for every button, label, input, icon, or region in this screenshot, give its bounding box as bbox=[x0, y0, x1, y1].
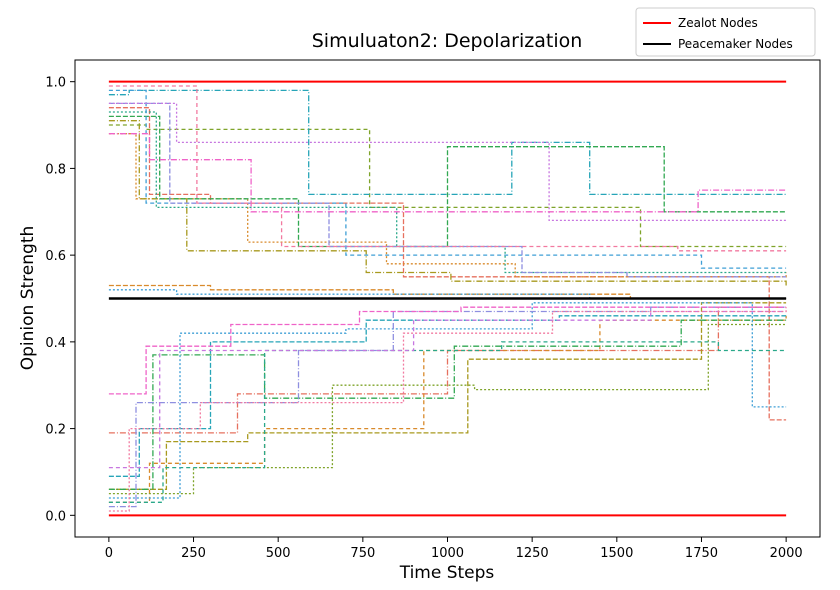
opinion-series-line bbox=[108, 89, 787, 196]
opinion-series-line bbox=[108, 306, 787, 508]
x-axis-ticks: 0 250 500 750 1000 1250 1500 1750 2000 bbox=[105, 537, 803, 561]
opinion-series-line bbox=[108, 315, 787, 477]
opinion-series-line bbox=[108, 133, 787, 278]
x-tick-label: 0 bbox=[105, 546, 113, 561]
legend-zealot-label: Zealot Nodes bbox=[678, 16, 758, 30]
opinion-series-line bbox=[108, 115, 787, 248]
opinion-series-line bbox=[108, 302, 787, 499]
opinion-series-line bbox=[108, 323, 787, 495]
opinion-series-line bbox=[108, 341, 787, 503]
opinion-series-line bbox=[108, 306, 787, 395]
legend: Zealot Nodes Peacemaker Nodes bbox=[635, 7, 816, 57]
x-tick-label: 1750 bbox=[685, 546, 718, 561]
y-tick-label: 0.0 bbox=[45, 509, 66, 524]
opinion-series-line bbox=[108, 133, 787, 213]
plot-area bbox=[74, 59, 821, 538]
x-axis-label: Time Steps bbox=[399, 563, 495, 583]
x-tick-label: 1250 bbox=[516, 546, 549, 561]
series-layer bbox=[108, 85, 787, 512]
opinion-series-line bbox=[108, 120, 787, 286]
y-tick-label: 0.2 bbox=[45, 423, 66, 438]
opinion-series-line bbox=[108, 107, 787, 421]
opinion-series-line bbox=[108, 306, 787, 434]
x-tick-label: 1500 bbox=[600, 546, 633, 561]
opinion-series-line bbox=[108, 315, 787, 503]
reference-layer bbox=[108, 80, 787, 517]
opinion-series-line bbox=[108, 302, 787, 490]
chart-title: Simuluaton2: Depolarization bbox=[312, 30, 583, 52]
legend-box bbox=[635, 7, 816, 57]
opinion-series-line bbox=[108, 319, 787, 490]
x-tick-label: 500 bbox=[266, 546, 291, 561]
y-tick-label: 1.0 bbox=[45, 76, 66, 91]
opinion-series-line bbox=[108, 284, 787, 300]
x-tick-label: 750 bbox=[350, 546, 375, 561]
y-tick-label: 0.6 bbox=[45, 249, 66, 264]
y-axis-ticks: 0.0 0.2 0.4 0.6 0.8 1.0 bbox=[45, 76, 75, 524]
opinion-series-line bbox=[108, 85, 787, 252]
opinion-series-line bbox=[108, 89, 787, 269]
opinion-series-line bbox=[108, 102, 787, 222]
y-tick-label: 0.8 bbox=[45, 162, 66, 177]
y-tick-label: 0.4 bbox=[45, 336, 66, 351]
x-tick-label: 250 bbox=[181, 546, 206, 561]
x-tick-label: 2000 bbox=[770, 546, 803, 561]
legend-peacemaker-label: Peacemaker Nodes bbox=[678, 37, 793, 51]
opinion-series-line bbox=[108, 310, 787, 469]
y-axis-label: Opinion Strength bbox=[18, 226, 38, 371]
opinion-series-line bbox=[108, 307, 787, 512]
x-tick-label: 1000 bbox=[431, 546, 464, 561]
